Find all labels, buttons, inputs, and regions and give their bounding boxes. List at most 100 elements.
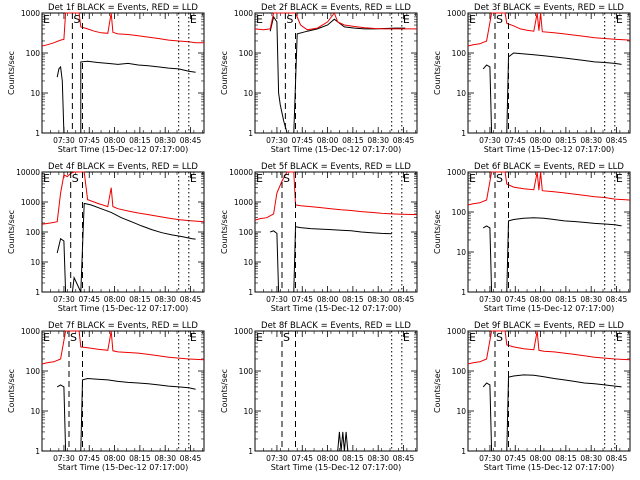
y-tick-label: 1000 — [21, 327, 40, 336]
chart-panel-7: Det 7f BLACK = Events, RED = LLD 1 10 100 10… — [7, 321, 205, 472]
events-series-line — [482, 217, 622, 293]
x-tick-label: 07:45 — [504, 136, 526, 145]
y-tick-label: 1 — [35, 129, 40, 138]
y-tick-label: 100 — [26, 49, 41, 58]
y-axis-label: Counts/sec — [7, 369, 16, 413]
x-tick-label: 07:30 — [479, 454, 501, 463]
y-tick-label: 1000 — [447, 327, 466, 336]
y-tick-label: 10000 — [229, 168, 253, 177]
x-tick-label: 08:00 — [317, 136, 339, 145]
y-axis-label: Counts/sec — [7, 210, 16, 254]
x-tick-label: 08:30 — [580, 454, 602, 463]
x-tick-label: 07:30 — [266, 454, 288, 463]
end-marker-label: E — [469, 331, 476, 344]
y-axis-label: Counts/sec — [220, 369, 229, 413]
x-tick-label: 08:30 — [154, 454, 176, 463]
y-tick-label: 1000 — [234, 327, 253, 336]
y-tick-label: 100 — [239, 228, 254, 237]
y-tick-label: 10 — [30, 407, 40, 416]
x-tick-label: 08:00 — [530, 295, 552, 304]
x-axis-label: Start Time (15-Dec-12 07:17:00) — [484, 463, 615, 472]
x-tick-label: 08:15 — [129, 295, 151, 304]
chart-panel-4: Det 4f BLACK = Events, RED = LLD 1 10 100 10… — [7, 162, 205, 313]
events-series-line — [56, 60, 196, 134]
x-tick-label: 07:45 — [291, 136, 313, 145]
x-tick-label: 08:45 — [606, 454, 628, 463]
y-tick-label: 100 — [239, 49, 254, 58]
x-axis-label: Start Time (15-Dec-12 07:17:00) — [271, 463, 402, 472]
x-tick-label: 07:45 — [291, 454, 313, 463]
x-tick-label: 08:45 — [606, 136, 628, 145]
chart-title: Det 7f BLACK = Events, RED = LLD — [48, 321, 198, 331]
events-series-line — [56, 202, 196, 293]
plot-frame — [41, 12, 205, 134]
lld-series-line — [467, 330, 631, 365]
x-tick-label: 08:15 — [555, 136, 577, 145]
start-marker-label: S — [283, 331, 290, 344]
x-axis-label: Start Time (15-Dec-12 07:17:00) — [484, 304, 615, 313]
y-tick-label: 1 — [35, 447, 40, 456]
events-series-line — [482, 374, 622, 452]
x-tick-label: 08:00 — [104, 295, 126, 304]
y-tick-label: 1 — [461, 447, 466, 456]
start-marker-label: S — [73, 13, 80, 26]
end-marker-label: E — [256, 331, 263, 344]
chart-title: Det 3f BLACK = Events, RED = LLD — [474, 3, 624, 13]
start-marker-label: S — [283, 172, 290, 185]
chart-title: Det 8f BLACK = Events, RED = LLD — [261, 321, 411, 331]
lld-series-line — [41, 171, 205, 225]
x-tick-label: 07:45 — [291, 295, 313, 304]
x-tick-label: 07:45 — [504, 454, 526, 463]
y-tick-label: 1 — [461, 288, 466, 297]
chart-title: Det 9f BLACK = Events, RED = LLD — [474, 321, 624, 331]
x-tick-label: 08:30 — [154, 295, 176, 304]
y-axis-label: Counts/sec — [220, 51, 229, 95]
end-marker-label: E — [469, 13, 476, 26]
x-axis-label: Start Time (15-Dec-12 07:17:00) — [58, 145, 189, 154]
events-series-line — [56, 377, 196, 452]
y-tick-label: 1000 — [234, 9, 253, 18]
end-marker-label: E — [190, 172, 197, 185]
start-marker-label: S — [70, 331, 77, 344]
y-tick-label: 1 — [35, 288, 40, 297]
x-tick-label: 07:30 — [266, 295, 288, 304]
x-axis-label: Start Time (15-Dec-12 07:17:00) — [271, 145, 402, 154]
y-tick-label: 10 — [30, 89, 40, 98]
y-tick-label: 100 — [239, 367, 254, 376]
y-tick-label: 100 — [452, 49, 467, 58]
x-tick-label: 08:45 — [180, 454, 202, 463]
events-series-line — [337, 431, 349, 452]
end-marker-label: E — [43, 13, 50, 26]
x-tick-label: 07:45 — [78, 454, 100, 463]
lld-series-line — [467, 171, 631, 206]
x-axis-label: Start Time (15-Dec-12 07:17:00) — [58, 304, 189, 313]
x-axis-label: Start Time (15-Dec-12 07:17:00) — [484, 145, 615, 154]
x-tick-label: 08:15 — [129, 454, 151, 463]
x-tick-label: 07:30 — [479, 136, 501, 145]
x-tick-label: 08:45 — [393, 295, 415, 304]
x-tick-label: 08:30 — [367, 295, 389, 304]
plot-frame — [254, 12, 418, 134]
y-tick-label: 100 — [26, 367, 41, 376]
y-axis-label: Counts/sec — [433, 51, 442, 95]
end-marker-label: E — [469, 172, 476, 185]
end-marker-label: E — [616, 331, 623, 344]
x-tick-label: 08:15 — [129, 136, 151, 145]
lld-series-line — [254, 171, 418, 221]
x-tick-label: 08:15 — [342, 136, 364, 145]
chart-title: Det 6f BLACK = Events, RED = LLD — [474, 162, 624, 172]
events-series-line — [269, 15, 406, 134]
end-marker-label: E — [190, 13, 197, 26]
x-tick-label: 07:45 — [78, 136, 100, 145]
chart-title: Det 5f BLACK = Events, RED = LLD — [261, 162, 411, 172]
chart-panel-9: Det 9f BLACK = Events, RED = LLD 1 10 100 10… — [433, 321, 631, 472]
x-tick-label: 08:00 — [104, 136, 126, 145]
x-tick-label: 08:30 — [367, 136, 389, 145]
x-axis-label: Start Time (15-Dec-12 07:17:00) — [271, 304, 402, 313]
chart-title: Det 2f BLACK = Events, RED = LLD — [261, 3, 411, 13]
chart-panel-2: Det 2f BLACK = Events, RED = LLD 1 10 100 10… — [220, 3, 418, 154]
y-tick-label: 1 — [461, 129, 466, 138]
end-marker-label: E — [43, 172, 50, 185]
x-tick-label: 07:30 — [479, 295, 501, 304]
